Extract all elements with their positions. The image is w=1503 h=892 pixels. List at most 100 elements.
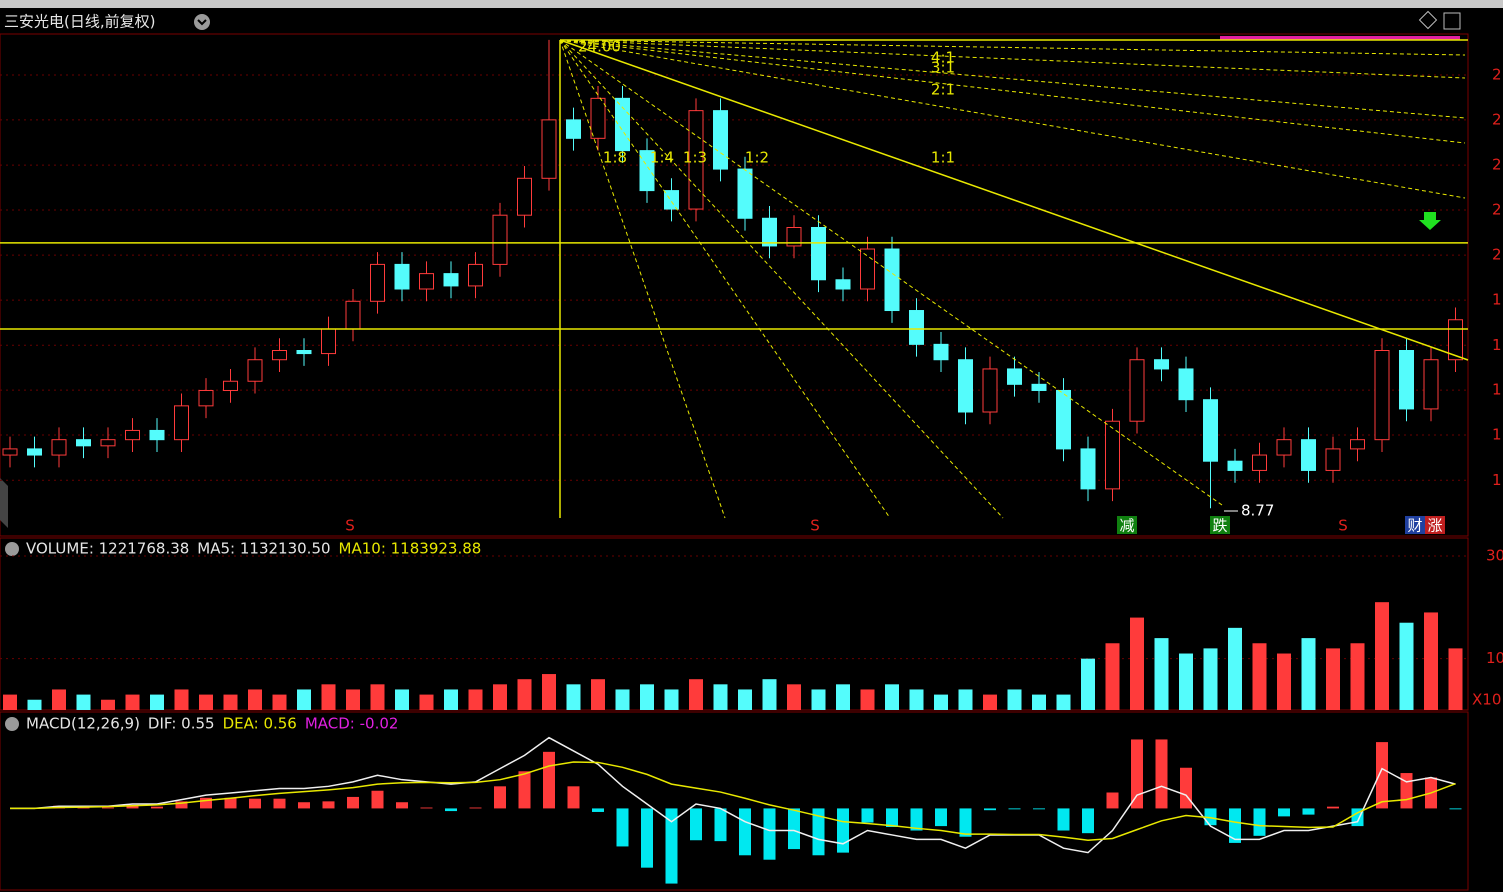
title-menu[interactable] — [194, 14, 210, 30]
fan-label: 1:8 — [603, 149, 627, 167]
volume-bar — [1399, 622, 1414, 710]
candle-body — [958, 359, 973, 413]
macd-bar — [1106, 792, 1119, 809]
y-tick-label: 2 — [1492, 246, 1502, 264]
macd-bar — [1180, 767, 1192, 809]
candle-body — [1105, 420, 1120, 490]
volume-bar — [615, 689, 630, 710]
macd-bar — [1204, 808, 1217, 826]
candle-body — [198, 389, 214, 407]
macd-bar — [175, 801, 188, 809]
marker: 财 — [1407, 517, 1422, 535]
y-tick-label: 10 — [1486, 649, 1503, 667]
fan-label: 1:2 — [745, 149, 769, 167]
macd-bar — [1057, 808, 1070, 831]
candle-body — [1056, 389, 1071, 450]
y-tick-label: 2 — [1492, 156, 1502, 174]
candle-body — [345, 300, 361, 330]
volume-bar — [199, 694, 213, 710]
volume-bar — [542, 674, 556, 710]
candle-body — [419, 273, 434, 290]
gann-fan-line — [559, 39, 1004, 519]
candle-body — [1031, 383, 1047, 391]
candle-body — [1325, 448, 1341, 471]
candle-body — [1350, 439, 1365, 450]
side-handle[interactable] — [0, 478, 8, 528]
tool-icon[interactable] — [1418, 10, 1438, 30]
marker: 涨 — [1427, 517, 1442, 535]
macd-bar — [1278, 808, 1290, 817]
candle-body — [76, 439, 91, 447]
volume-bar — [395, 689, 409, 710]
volume-bar — [958, 689, 973, 710]
volume-bar — [444, 689, 458, 710]
macd-bar — [1400, 773, 1413, 809]
macd-bar — [298, 802, 310, 809]
macd-bar — [249, 798, 261, 809]
candle-body — [1178, 368, 1194, 401]
macd-bar — [1229, 808, 1241, 843]
volume-bar — [370, 684, 385, 710]
volume-bar — [934, 694, 948, 710]
macd-bar — [518, 771, 531, 809]
candle-body — [615, 97, 630, 152]
volume-bar — [419, 694, 434, 710]
macd-header: DEA: 0.56 — [223, 715, 297, 733]
volume-bar — [762, 679, 777, 710]
y-tick-label: 1 — [1492, 291, 1502, 309]
macd-header: MACD: -0.02 — [305, 715, 399, 733]
volume-bar — [150, 694, 164, 710]
volume-header: VOLUME: 1221768.38 — [26, 540, 189, 558]
macd-bar — [910, 808, 923, 831]
candle-body — [982, 368, 998, 413]
candle-body — [1448, 319, 1463, 361]
volume-bar — [983, 694, 997, 710]
panel-menu[interactable] — [5, 717, 19, 731]
gann-fan-line — [559, 39, 1466, 56]
marker: S — [1338, 517, 1348, 535]
volume-bar — [885, 684, 899, 710]
candle-body — [884, 248, 900, 312]
candle-body — [1301, 439, 1316, 471]
volume-bar — [1007, 689, 1022, 710]
gann-line — [559, 39, 1469, 361]
y-tick-label: 2 — [1492, 65, 1502, 83]
volume-bar — [468, 689, 483, 710]
macd-bar — [224, 797, 237, 809]
volume-bar — [591, 679, 605, 710]
candle-body — [909, 310, 924, 345]
candle-body — [835, 279, 851, 290]
volume-bar — [174, 689, 189, 710]
candle-body — [492, 214, 508, 265]
candle-body — [100, 439, 116, 447]
gann-fan-line — [559, 39, 1466, 144]
volume-bar — [689, 679, 703, 710]
macd-bar — [837, 808, 849, 853]
gann-fan-line — [559, 39, 1466, 79]
gann-fan-line — [559, 39, 1466, 199]
candle-body — [639, 150, 655, 192]
candle-body — [296, 349, 312, 355]
volume-bar — [52, 689, 66, 710]
macd-bar — [1302, 808, 1315, 815]
volume-bar — [640, 684, 654, 710]
volume-bar — [76, 694, 91, 710]
window-bar — [0, 0, 1503, 8]
candle-body — [27, 448, 42, 456]
panel-menu[interactable] — [5, 542, 19, 556]
candle-body — [811, 226, 826, 281]
macd-header: DIF: 0.55 — [148, 715, 215, 733]
volume-bar — [713, 684, 728, 710]
candle-body — [223, 380, 238, 391]
macd-bar — [567, 786, 580, 809]
macd-bar — [714, 808, 727, 842]
volume-bar — [1301, 638, 1316, 710]
volume-bar — [811, 689, 826, 710]
macd-bar — [641, 808, 653, 868]
low-label: 8.77 — [1241, 502, 1274, 520]
candle-body — [394, 263, 410, 290]
candle-body — [468, 263, 483, 287]
tool-icon[interactable] — [1443, 12, 1461, 30]
